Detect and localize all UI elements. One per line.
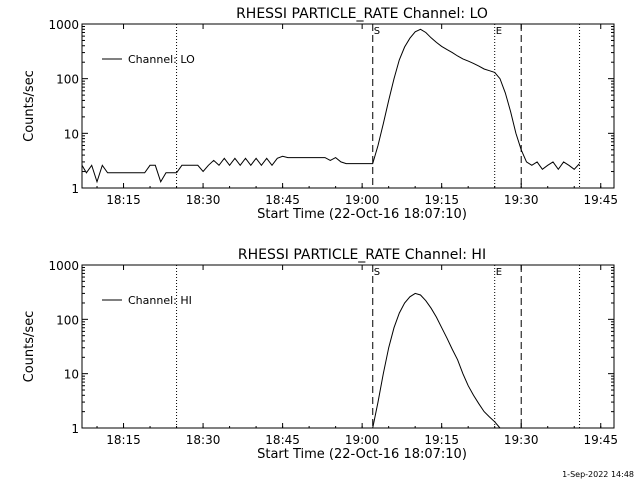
chart-panel-lo: RHESSI PARTICLE_RATE Channel: LO 18:15 18:… — [22, 6, 618, 222]
y-axis-label: Counts/sec — [22, 311, 37, 383]
marker-label: S — [374, 26, 380, 37]
y-axis-label: Counts/sec — [22, 70, 37, 142]
legend-label: Channel: HI — [128, 294, 192, 307]
x-tick-label: 18:15 — [106, 193, 141, 207]
x-tick-label: 19:15 — [424, 433, 459, 447]
x-axis-label: Start Time (22-Oct-16 18:07:10) — [257, 207, 467, 222]
x-tick-label: 18:30 — [186, 433, 221, 447]
x-tick-label: 18:45 — [265, 193, 300, 207]
axes-frame — [81, 264, 615, 429]
x-tick-label: 19:30 — [504, 433, 539, 447]
x-tick-label: 18:15 — [106, 433, 141, 447]
chart-panel-hi: RHESSI PARTICLE_RATE Channel: HI 18:15 18:… — [22, 247, 618, 462]
y-tick-label: 10 — [64, 368, 79, 382]
axes-frame — [81, 23, 615, 189]
series-line — [81, 28, 580, 184]
marker-label: E — [496, 267, 502, 278]
x-tick-label: 19:00 — [345, 193, 380, 207]
x-tick-label: 19:45 — [583, 433, 618, 447]
x-tick-label: 18:30 — [186, 193, 221, 207]
x-tick-label: 19:30 — [504, 193, 539, 207]
chart-title: RHESSI PARTICLE_RATE Channel: LO — [236, 6, 488, 22]
y-tick-label: 10 — [64, 127, 79, 141]
y-tick-label: 100 — [56, 73, 79, 87]
x-tick-label: 19:15 — [424, 193, 459, 207]
x-axis-label: Start Time (22-Oct-16 18:07:10) — [257, 447, 467, 462]
x-tick-label: 19:00 — [345, 433, 380, 447]
marker-label: S — [374, 267, 380, 278]
y-tick-label: 1000 — [48, 18, 79, 32]
y-tick-label: 1 — [71, 182, 79, 196]
y-tick-label: 1 — [71, 422, 79, 436]
timestamp-footer: 1-Sep-2022 14:48 — [562, 470, 634, 479]
y-tick-label: 100 — [56, 313, 79, 327]
y-tick-label: 1000 — [48, 259, 79, 273]
chart-title: RHESSI PARTICLE_RATE Channel: HI — [238, 247, 486, 263]
x-tick-label: 19:45 — [583, 193, 618, 207]
series-line — [372, 292, 501, 429]
legend-label: Channel: LO — [128, 53, 195, 66]
x-tick-label: 18:45 — [265, 433, 300, 447]
marker-label: E — [496, 26, 502, 37]
